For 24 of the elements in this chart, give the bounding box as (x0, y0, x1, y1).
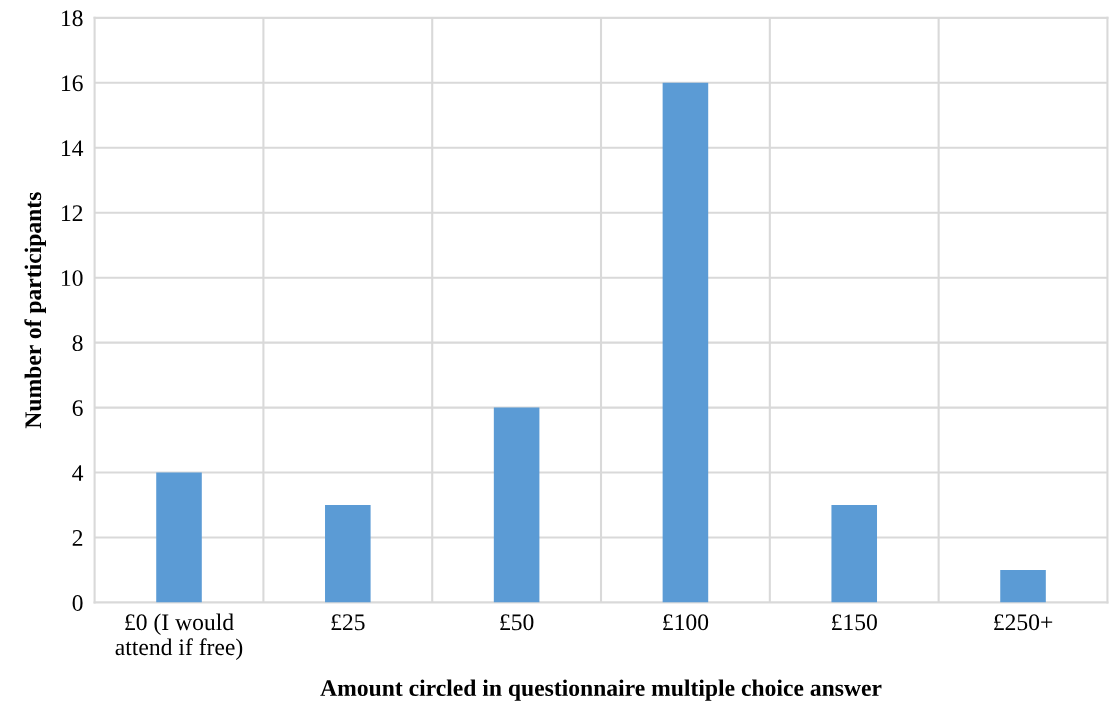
x-tick-label: £50 (500, 614, 534, 631)
y-tick-label: 10 (61, 270, 83, 287)
x-tick-label: £150 (832, 614, 877, 631)
y-tick-label: 12 (61, 205, 83, 221)
y-tick-label: 2 (72, 530, 83, 546)
bar (662, 82, 709, 603)
y-tick-label: 8 (72, 335, 83, 352)
y-axis-title: Number of participants (24, 192, 46, 429)
x-tick-label: £0 (I would attend if free) (115, 613, 243, 660)
bar (493, 407, 540, 603)
y-tick-label: 14 (61, 140, 84, 156)
y-tick-label: 18 (61, 10, 83, 27)
y-tick-label: 16 (61, 75, 83, 92)
bar (156, 472, 202, 603)
bar (325, 505, 371, 603)
x-tick-label: £25 (331, 614, 365, 631)
bar (1000, 570, 1046, 603)
x-tick-label: £250+ (994, 614, 1053, 631)
y-tick-label: 0 (72, 594, 83, 611)
y-tick-label: 4 (72, 465, 84, 481)
x-tick-label: £100 (663, 614, 709, 631)
y-tick-label: 6 (72, 400, 83, 417)
bar (831, 505, 878, 603)
x-axis-title: Amount circled in questionnaire multiple choice answer (320, 679, 882, 701)
